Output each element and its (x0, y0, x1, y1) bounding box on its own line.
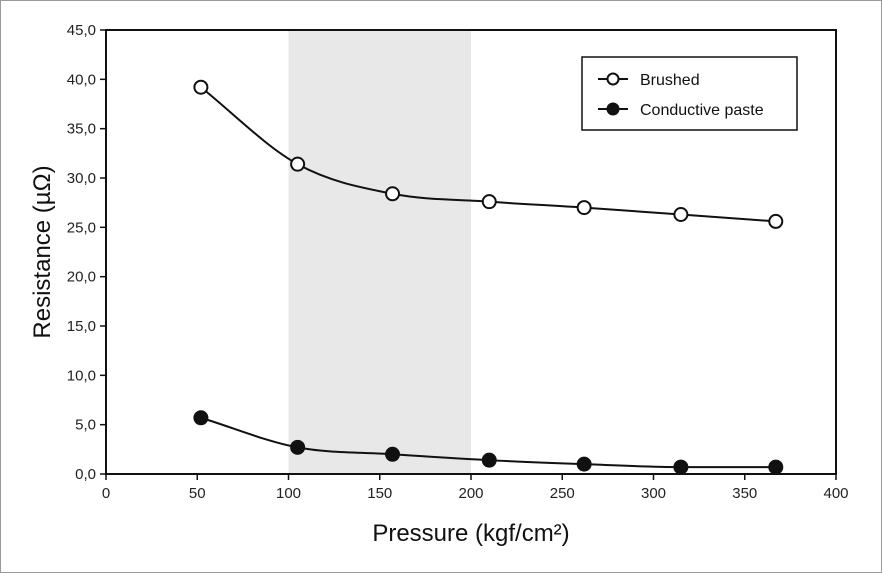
data-point-s1-2 (290, 156, 306, 172)
x-tick-label: 0 (102, 485, 110, 502)
data-points-layer (193, 79, 784, 475)
legend-label-1: Brushed (640, 72, 700, 89)
data-point-s1-1 (193, 79, 209, 95)
data-point-s2-5 (576, 456, 592, 472)
legend-marker-2 (606, 102, 620, 116)
y-tick-label: 30,0 (67, 170, 96, 187)
data-point-s1-5 (576, 200, 592, 216)
data-point-s1-4 (481, 194, 497, 210)
data-point-s2-2 (290, 439, 306, 455)
x-tick-label: 400 (823, 485, 848, 502)
x-tick-label: 300 (641, 485, 666, 502)
data-point-s1-7 (768, 213, 784, 229)
shaded-region-layer (288, 30, 471, 474)
y-tick-label: 40,0 (67, 71, 96, 88)
data-point-s2-7 (768, 459, 784, 475)
y-tick-label: 5,0 (75, 417, 96, 434)
y-tick-label: 35,0 (67, 121, 96, 138)
x-tick-label: 350 (732, 485, 757, 502)
legend-label-2: Conductive paste (640, 102, 764, 119)
x-tick-label: 200 (458, 485, 483, 502)
data-point-s2-1 (193, 410, 209, 426)
y-tick-label: 25,0 (67, 219, 96, 236)
x-tick-label: 50 (189, 485, 206, 502)
legend-marker-1 (606, 72, 620, 86)
legend: Brushed Conductive paste (581, 56, 798, 131)
data-point-s1-3 (385, 186, 401, 202)
x-tick-label: 250 (550, 485, 575, 502)
data-point-s1-6 (673, 207, 689, 223)
series-lines-layer (200, 86, 776, 469)
data-point-s2-3 (385, 446, 401, 462)
legend-box (581, 56, 798, 131)
shaded-region (288, 30, 471, 474)
y-tick-label: 15,0 (67, 318, 96, 335)
data-point-s2-6 (673, 459, 689, 475)
x-tick-label: 100 (276, 485, 301, 502)
y-axis-title: Resistance (µΩ) (29, 165, 56, 338)
x-tick-label: 150 (367, 485, 392, 502)
y-tick-label: 45,0 (67, 22, 96, 39)
data-point-s2-4 (481, 452, 497, 468)
y-tick-label: 10,0 (67, 367, 96, 384)
axes-layer: 0 50 100 150 200 250 300 350 400 0,0 5,0 10,0 15,0 20… (67, 22, 849, 502)
y-tick-label: 20,0 (67, 269, 96, 286)
x-axis-title: Pressure (kgf/cm²) (372, 520, 569, 547)
y-tick-label: 0,0 (75, 466, 96, 483)
